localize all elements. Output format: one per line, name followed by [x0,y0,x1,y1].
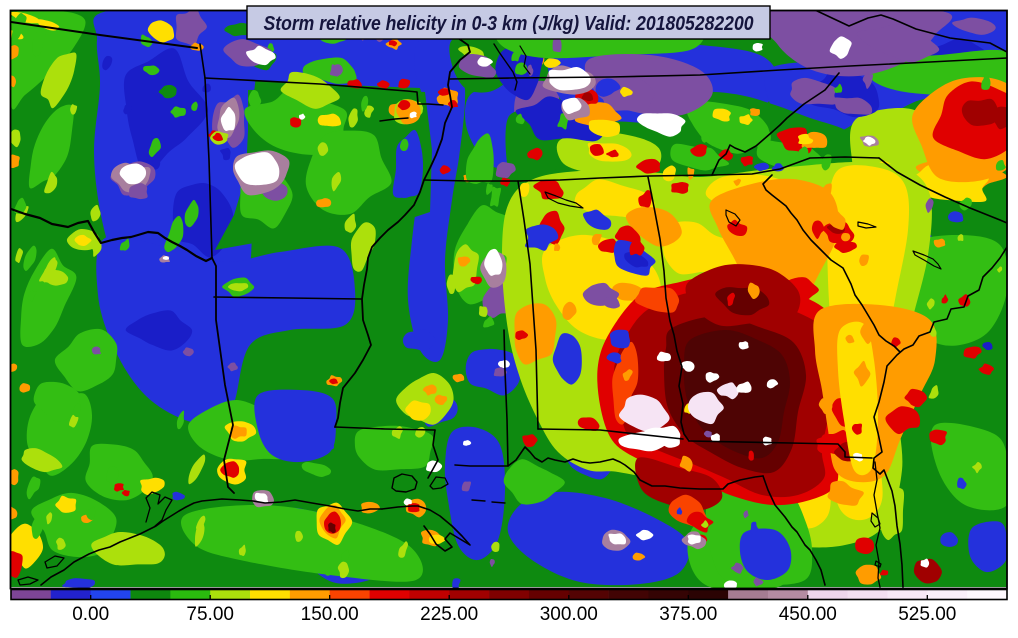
svg-text:0.00: 0.00 [72,604,109,625]
svg-text:150.00: 150.00 [301,604,359,625]
svg-text:Storm relative helicity in 0-3: Storm relative helicity in 0-3 km (J/kg)… [264,12,755,35]
svg-text:75.00: 75.00 [186,604,234,625]
svg-text:525.00: 525.00 [898,604,956,625]
svg-text:450.00: 450.00 [779,604,837,625]
svg-text:300.00: 300.00 [540,604,598,625]
svg-text:225.00: 225.00 [420,604,478,625]
svg-text:375.00: 375.00 [659,604,717,625]
